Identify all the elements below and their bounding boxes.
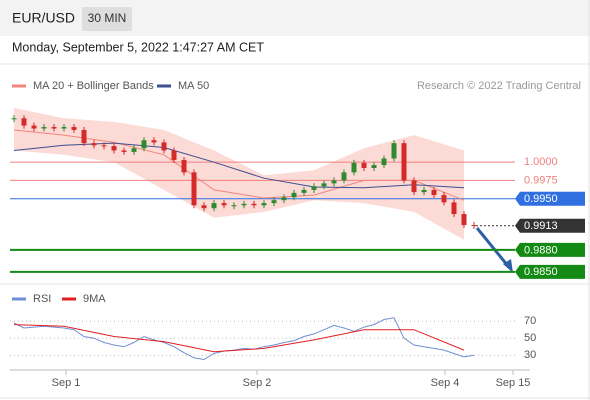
candle: [71, 127, 77, 130]
candle: [131, 148, 137, 152]
bollinger-band: [14, 108, 464, 240]
level-label: 0.9975: [524, 174, 558, 186]
candle: [101, 145, 107, 147]
candle: [381, 158, 387, 166]
candle: [321, 183, 327, 187]
candle: [191, 172, 197, 206]
candle: [431, 189, 437, 196]
timeframe[interactable]: 30 MIN: [88, 11, 127, 25]
legend-label: 9MA: [83, 293, 106, 305]
copyright: Research © 2022 Trading Central: [417, 80, 581, 92]
x-tick-label: Sep 1: [52, 377, 81, 389]
candle: [241, 203, 247, 206]
rsi-line: [13, 317, 475, 361]
candle: [281, 197, 287, 201]
candle: [11, 118, 17, 120]
candle: [61, 127, 67, 129]
candle: [341, 172, 347, 181]
level-label: 0.9880: [524, 244, 558, 256]
legend-label: MA 20 + Bollinger Bands: [33, 80, 154, 92]
candle: [451, 202, 457, 215]
candle: [421, 189, 427, 193]
candle: [221, 203, 227, 206]
candle: [51, 127, 57, 129]
level-tag: [515, 191, 585, 206]
candle: [411, 180, 417, 193]
candle: [471, 225, 477, 227]
moving-average: [13, 129, 465, 201]
rsi-line: [13, 324, 465, 353]
candle: [181, 159, 187, 173]
level-tag: [515, 242, 585, 257]
legend-label: MA 50: [178, 80, 209, 92]
x-tick-label: Sep 4: [431, 377, 460, 389]
y-tick-label: 70: [524, 315, 536, 327]
candle: [141, 140, 147, 149]
candle: [401, 143, 407, 181]
candle: [21, 118, 27, 126]
level-tag: [515, 264, 585, 279]
y-tick-label: 30: [524, 349, 536, 361]
candle: [161, 142, 167, 151]
candle: [461, 214, 467, 226]
x-tick-label: Sep 15: [496, 377, 531, 389]
candle: [211, 203, 217, 209]
timestamp: Monday, September 5, 2022 1:47:27 AM CET: [12, 40, 264, 54]
candle: [231, 205, 237, 207]
candle: [311, 186, 317, 190]
level-label: 0.9950: [524, 193, 558, 205]
level-label: 0.9913: [524, 220, 558, 232]
candle: [151, 140, 157, 143]
candle: [301, 189, 307, 193]
candle: [391, 143, 397, 159]
candle: [331, 180, 337, 184]
forecast-arrow-head: [503, 259, 513, 273]
candle: [171, 150, 177, 160]
moving-average: [13, 142, 465, 189]
candle: [351, 162, 357, 173]
y-tick-label: 50: [524, 332, 536, 344]
candle: [41, 127, 47, 129]
candle: [261, 203, 267, 206]
candle: [251, 203, 257, 206]
candle: [201, 205, 207, 209]
candle: [271, 200, 277, 204]
candle: [91, 143, 97, 146]
candle: [31, 125, 37, 129]
forecast-arrow: [475, 227, 510, 267]
candle: [441, 195, 447, 203]
candle: [291, 192, 297, 198]
level-tag: [515, 218, 585, 233]
x-tick-label: Sep 2: [243, 377, 272, 389]
candle: [111, 146, 117, 151]
level-label: 1.0000: [524, 156, 558, 168]
symbol: EUR/USD: [12, 10, 75, 26]
timeframe-button[interactable]: [82, 7, 132, 31]
candle: [121, 150, 127, 152]
level-label: 0.9850: [524, 266, 558, 278]
candle: [371, 165, 377, 169]
candle: [81, 129, 87, 144]
candle: [361, 162, 367, 169]
legend-label: RSI: [33, 293, 51, 305]
